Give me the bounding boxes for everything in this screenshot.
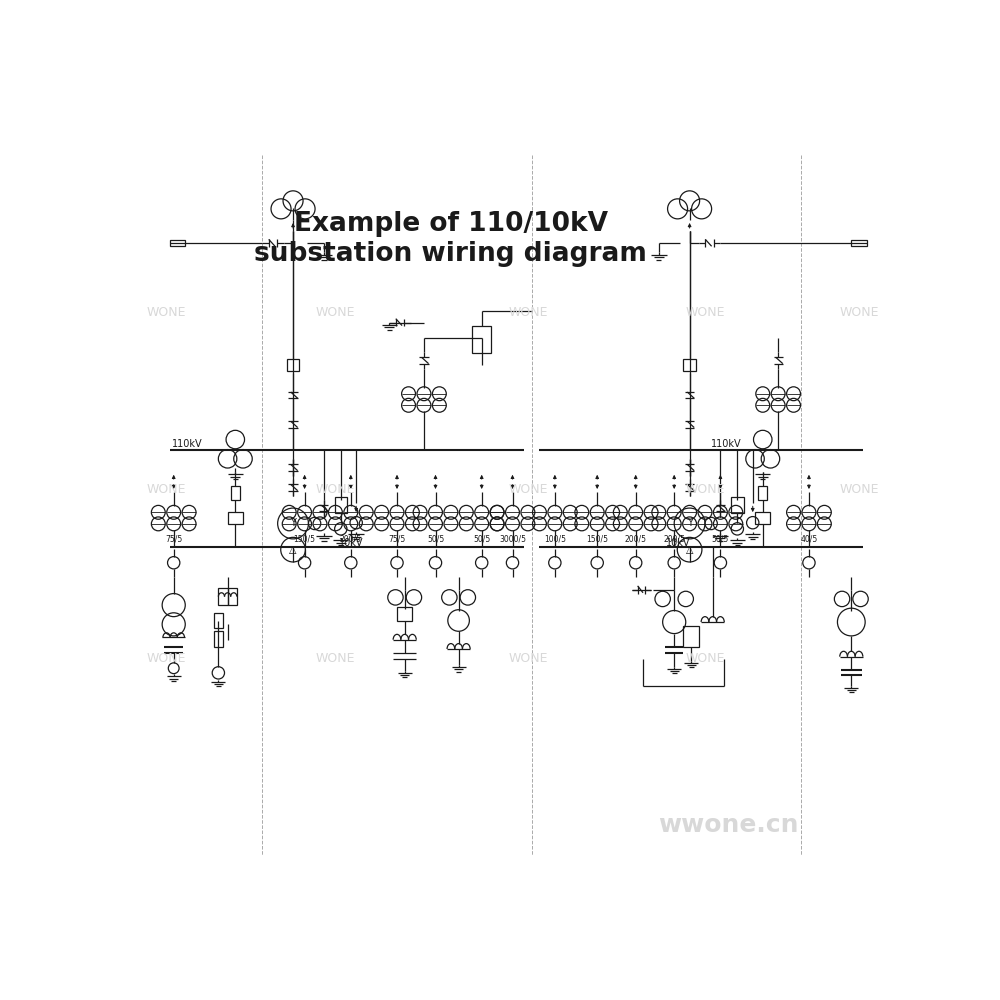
Text: WONE: WONE — [316, 483, 355, 496]
Text: WONE: WONE — [685, 306, 725, 319]
Text: 200/5: 200/5 — [340, 534, 362, 543]
Text: 10kV: 10kV — [339, 538, 363, 548]
Text: WONE: WONE — [508, 652, 548, 666]
Text: WONE: WONE — [839, 483, 879, 496]
Text: 40/5: 40/5 — [800, 534, 818, 543]
Bar — [397, 607, 412, 620]
Text: wwone.cn: wwone.cn — [658, 813, 798, 837]
Text: 75/5: 75/5 — [165, 534, 182, 543]
Text: △: △ — [686, 545, 693, 555]
Text: 100/5: 100/5 — [544, 534, 566, 543]
Text: 150/5: 150/5 — [294, 534, 316, 543]
Text: WONE: WONE — [146, 652, 186, 666]
Bar — [214, 631, 223, 647]
Text: Example of 110/10kV
substation wiring diagram: Example of 110/10kV substation wiring di… — [254, 211, 647, 267]
Text: WONE: WONE — [146, 306, 186, 319]
Bar — [683, 626, 699, 647]
Text: 150/5: 150/5 — [586, 534, 608, 543]
Text: 10kV: 10kV — [666, 538, 690, 548]
Text: △: △ — [289, 545, 297, 555]
Bar — [218, 588, 237, 605]
Text: 110kV: 110kV — [172, 439, 203, 449]
Bar — [170, 240, 185, 246]
Text: WONE: WONE — [839, 306, 879, 319]
Bar — [683, 359, 696, 371]
Text: Y: Y — [290, 518, 296, 528]
Text: 50/5: 50/5 — [427, 534, 444, 543]
Text: 75/5: 75/5 — [388, 534, 406, 543]
Text: 50/5: 50/5 — [712, 534, 729, 543]
Bar — [287, 359, 299, 371]
Text: 50/5: 50/5 — [473, 534, 490, 543]
Text: WONE: WONE — [685, 652, 725, 666]
Text: WONE: WONE — [508, 306, 548, 319]
Bar — [731, 497, 744, 513]
Bar — [758, 486, 767, 500]
Bar — [228, 512, 243, 524]
Text: 110kV: 110kV — [711, 439, 742, 449]
Text: Y: Y — [687, 518, 693, 528]
Text: WONE: WONE — [508, 483, 548, 496]
Text: 200/5: 200/5 — [625, 534, 647, 543]
Bar — [231, 486, 240, 500]
Bar — [214, 613, 223, 628]
Bar — [335, 497, 347, 513]
Bar — [851, 240, 867, 246]
Bar — [755, 512, 770, 524]
Bar — [472, 326, 491, 353]
Text: WONE: WONE — [146, 483, 186, 496]
Text: WONE: WONE — [316, 652, 355, 666]
Text: 200/5: 200/5 — [663, 534, 685, 543]
Text: WONE: WONE — [685, 483, 725, 496]
Text: WONE: WONE — [316, 306, 355, 319]
Text: 3000/5: 3000/5 — [499, 534, 526, 543]
